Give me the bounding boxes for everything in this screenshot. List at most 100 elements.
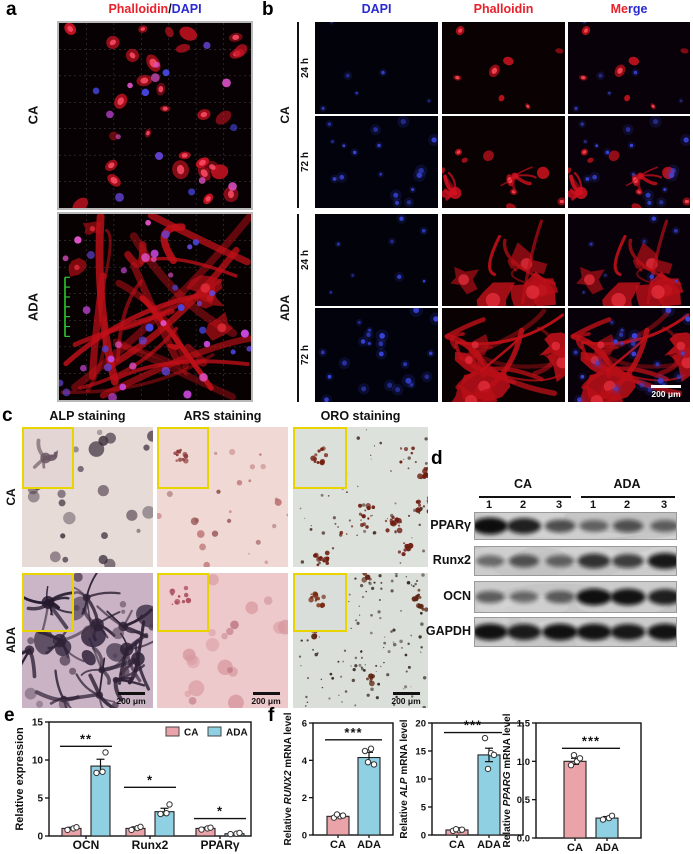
panel-c-row-label-ada: ADA [4,627,18,653]
fluorescence-image-ca-72h-phalloidin [442,116,565,208]
svg-text:5: 5 [421,803,427,814]
svg-text:10: 10 [415,775,426,786]
panel-b-label: b [262,0,274,20]
svg-text:Runx2: Runx2 [132,838,169,852]
scale-bar: 200 μm [249,692,283,706]
svg-text:CA: CA [449,839,465,851]
fluorescence-image-ada-24h-phalloidin [442,214,565,306]
confocal-image-ca [57,21,253,210]
lane-number: 1 [485,499,493,511]
western-blot-strip-runx2 [474,546,677,576]
fluorescence-image-ca-24h-merge [568,22,690,114]
panel-c-row-label-ca: CA [4,488,18,506]
scale-bar: 200 μm [389,692,423,706]
protein-label-pparg: PPARγ [430,518,471,532]
group-underline [479,496,571,498]
svg-text:*: * [147,772,153,787]
svg-text:20: 20 [415,719,426,730]
svg-text:Relative ALP mRNA level: Relative ALP mRNA level [399,719,410,838]
svg-text:CA: CA [567,842,583,854]
lane-number: 2 [519,499,527,511]
svg-text:ADA: ADA [595,842,619,854]
protein-label-ocn: OCN [443,589,471,603]
svg-text:CA: CA [184,728,198,739]
stain-image-oro-ada: 200 μm [293,573,428,708]
lane-number: 3 [555,499,563,511]
panel-b-time-label: 24 h [300,57,311,79]
fluorescence-image-ada-24h-merge [568,214,690,306]
fluorescence-image-ada-72h-dapi [315,308,438,402]
zoom-inset [22,427,75,489]
panel-b-group-label-ada: ADA [278,295,292,321]
fluorescence-image-ca-72h-dapi [315,116,438,208]
stain-image-ars-ca [157,427,288,567]
panel-c-header-alp: ALP staining [49,409,126,423]
fluorescence-image-ada-72h-merge: 200 μm [568,308,690,402]
fluorescence-image-ca-24h-phalloidin [442,22,565,114]
panel-b-header-merge: Merge [610,2,648,16]
zoom-inset [293,573,347,633]
scale-bar: 200 μm [648,385,684,399]
svg-text:5: 5 [37,794,43,805]
bar-chart-runx2-mrna: 0 2 4 6 Relative RUNX2 mRNA level CA ADA *** [278,708,396,854]
svg-text:***: *** [344,725,362,740]
svg-text:0.5: 0.5 [517,795,531,806]
fluorescence-image-ca-24h-dapi [315,22,438,114]
svg-text:1.0: 1.0 [517,757,530,768]
panel-a-label: a [6,0,17,20]
lane-number: 1 [589,499,597,511]
fluorescence-image-ca-72h-merge [568,116,690,208]
bar-chart-alp-mrna: 0 5 10 15 20 Relative ALP mRNA level CA ADA *** [396,708,526,854]
western-blot-strip-gapdh [474,617,677,647]
svg-text:ADA: ADA [477,839,501,851]
panel-b-header-phalloidin: Phalloidin [473,2,534,16]
fluorescence-image-ada-72h-phalloidin [442,308,565,402]
panel-a-title: Phalloidin/DAPI [108,2,202,16]
panel-c-header-ars: ARS staining [183,409,262,423]
zoom-inset [157,427,210,489]
panel-b-time-label: 24 h [300,249,311,271]
group-underline [581,496,675,498]
svg-text:15: 15 [32,718,44,729]
panel-e-label: e [4,705,15,726]
group-bracket-ada [297,214,299,402]
fluorescence-image-ada-24h-dapi [315,214,438,306]
svg-text:**: ** [80,731,92,746]
panel-b-group-label-ca: CA [278,106,292,124]
western-blot-strip-pparg [474,512,677,540]
panel-f-label: f [268,705,275,726]
svg-text:ADA: ADA [226,728,248,739]
protein-label-runx2: Runx2 [432,553,471,567]
svg-text:2: 2 [302,793,307,804]
group-bracket-ca [297,22,299,208]
panel-b-header-dapi: DAPI [361,2,392,16]
stain-image-ars-ada: 200 μm [157,573,288,708]
svg-text:***: *** [464,718,482,733]
svg-text:0: 0 [37,832,43,843]
bar-chart-relative-expression: 0 5 10 15 Relative expression OCN ** Runx2 * PPAR… [0,708,265,854]
panel-b-time-label: 72 h [300,151,311,173]
svg-text:*: * [217,804,223,819]
panel-a-row-label-ada: ADA [25,292,41,322]
svg-text:10: 10 [32,756,44,767]
blot-group-label-ca: CA [513,477,533,491]
svg-text:PPARγ: PPARγ [200,838,239,852]
svg-text:Relative RUNX2 mRNA level: Relative RUNX2 mRNA level [283,712,294,845]
stain-image-oro-ca [293,427,428,567]
svg-text:ADA: ADA [357,839,381,851]
svg-text:4: 4 [302,756,308,767]
confocal-image-ada [57,212,253,402]
western-blot-strip-ocn [474,581,677,613]
protein-label-gapdh: GAPDH [425,624,471,638]
svg-text:6: 6 [302,719,307,730]
svg-text:0: 0 [302,831,307,842]
panel-a-row-label-ca: CA [25,105,41,125]
panel-d-label: d [431,448,443,469]
zoom-inset [22,573,75,633]
stain-image-alp-ca [22,427,153,567]
blot-group-label-ada: ADA [613,477,641,491]
svg-text:1.5: 1.5 [517,719,531,730]
svg-text:Relative PPARG mRNA level: Relative PPARG mRNA level [502,713,513,847]
lane-number: 3 [660,499,668,511]
